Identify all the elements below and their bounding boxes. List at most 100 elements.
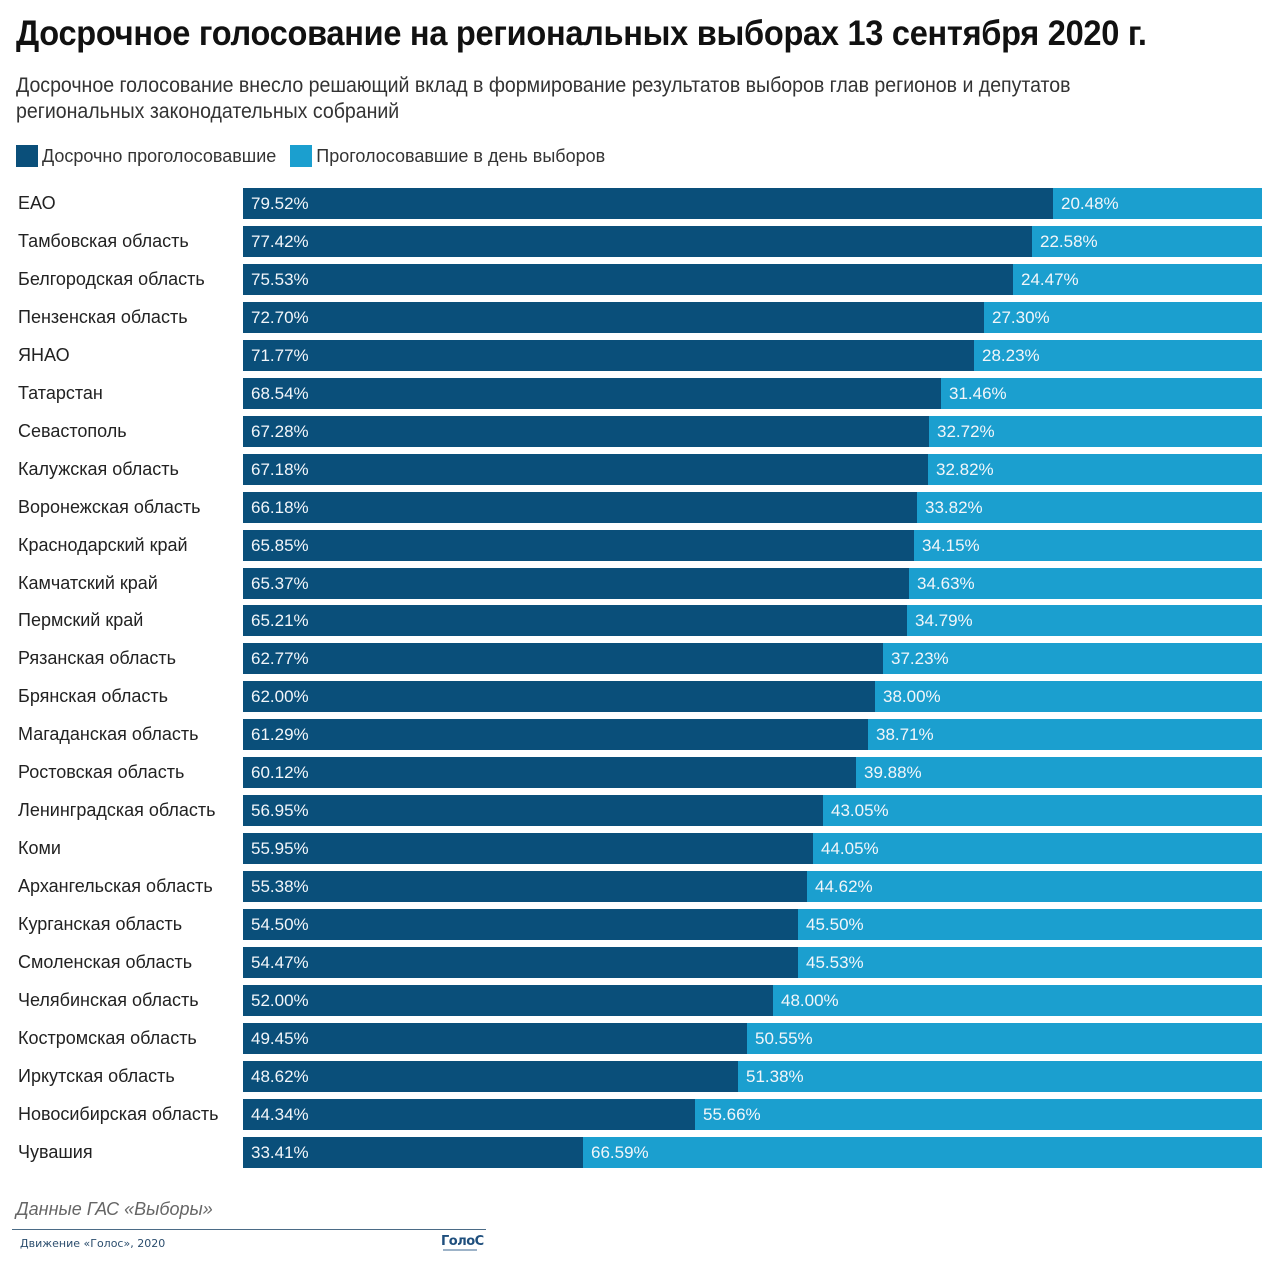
category-label: Камчатский край (18, 572, 158, 593)
data-label-election-day: 38.00% (883, 687, 941, 707)
category-label: Смоленская область (18, 952, 193, 972)
bar-early-voting (243, 871, 807, 903)
bar-early-voting (243, 757, 856, 789)
bar-early-voting (243, 1060, 738, 1092)
bar-early-voting (243, 1098, 695, 1130)
data-label-election-day: 39.88% (864, 763, 922, 783)
data-label-election-day: 45.50% (806, 915, 864, 935)
data-label-election-day: 28.23% (982, 345, 1040, 365)
category-label: ЯНАО (18, 344, 70, 365)
data-label-early: 33.41% (251, 1142, 309, 1162)
data-label-election-day: 34.15% (922, 535, 980, 555)
category-label: ЕАО (18, 193, 56, 213)
bar-early-voting (243, 643, 883, 675)
bar-early-voting (243, 188, 1053, 219)
bar-early-voting (243, 605, 907, 637)
legend-label-early: Досрочно проголосовавшие (42, 145, 277, 166)
data-label-early: 68.54% (251, 383, 309, 403)
category-label: Архангельская область (18, 876, 213, 897)
data-label-early: 62.00% (251, 687, 309, 707)
bar-election-day (738, 1060, 1262, 1092)
bar-early-voting (243, 1136, 583, 1168)
bar-election-day (823, 795, 1262, 827)
bar-early-voting (243, 947, 798, 978)
data-label-election-day: 45.53% (806, 953, 864, 972)
bar-election-day (941, 377, 1262, 409)
bar-election-day (909, 567, 1262, 599)
category-label: Брянская область (18, 686, 168, 707)
data-label-early: 61.29% (251, 725, 309, 745)
legend-item-early: Досрочно проголосовавшие (16, 145, 276, 167)
data-label-early: 71.77% (251, 345, 309, 365)
legend-swatch-election-day (290, 145, 313, 167)
data-label-election-day: 32.72% (937, 421, 995, 441)
logo-tagline-icon (443, 1249, 477, 1251)
data-label-election-day: 44.62% (815, 877, 873, 897)
data-label-early: 67.18% (251, 459, 309, 479)
legend-label-election-day: Проголосовавшие в день выборов (316, 145, 606, 166)
category-label: Иркутская область (18, 1065, 175, 1086)
data-label-early: 62.77% (251, 649, 309, 669)
bar-election-day (807, 871, 1262, 903)
bar-early-voting (243, 984, 773, 1016)
data-label-early: 67.28% (251, 421, 309, 441)
bar-election-day (813, 833, 1262, 865)
data-label-election-day: 34.79% (915, 611, 973, 631)
category-label: Ленинградская область (18, 800, 216, 821)
data-label-early: 44.34% (251, 1104, 309, 1124)
category-label: Коми (18, 838, 61, 859)
category-label: Краснодарский край (18, 534, 188, 555)
credit-text: Движение «Голос», 2020 (20, 1237, 166, 1250)
data-label-election-day: 38.71% (876, 725, 934, 745)
bar-election-day (929, 415, 1262, 447)
bar-election-day (928, 453, 1262, 485)
data-label-election-day: 37.23% (891, 649, 949, 669)
data-label-early: 65.85% (251, 535, 309, 555)
bar-early-voting (243, 795, 823, 827)
legend: Досрочно проголосовавшие Проголосовавшие… (16, 145, 619, 167)
data-label-election-day: 43.05% (831, 801, 889, 821)
data-label-election-day: 33.82% (925, 497, 983, 517)
bar-election-day (917, 491, 1262, 523)
bar-election-day (883, 643, 1262, 675)
data-label-early: 65.21% (251, 611, 309, 631)
bar-election-day (868, 719, 1262, 751)
category-label: Тамбовская область (18, 230, 189, 251)
data-label-early: 56.95% (251, 801, 309, 821)
footer-divider (12, 1229, 486, 1230)
data-label-early: 54.50% (251, 915, 309, 935)
bar-early-voting (243, 339, 974, 371)
data-label-early: 79.52% (251, 194, 309, 213)
data-label-election-day: 50.55% (755, 1028, 813, 1048)
category-label: Костромская область (18, 1027, 197, 1048)
bar-early-voting (243, 263, 1013, 295)
category-label: Магаданская область (18, 724, 199, 745)
data-label-early: 65.37% (251, 573, 309, 593)
chart-subtitle: Досрочное голосование внесло решающий вк… (16, 74, 1071, 123)
data-label-election-day: 32.82% (936, 459, 994, 479)
data-label-election-day: 27.30% (992, 307, 1050, 327)
data-label-early: 72.70% (251, 307, 309, 327)
data-label-early: 75.53% (251, 269, 309, 289)
data-label-early: 54.47% (251, 953, 309, 972)
bar-election-day (583, 1136, 1262, 1168)
bar-election-day (695, 1098, 1262, 1130)
data-source: Данные ГАС «Выборы» (16, 1199, 213, 1219)
bar-election-day (856, 757, 1262, 789)
data-label-early: 66.18% (251, 497, 309, 517)
bar-election-day (907, 605, 1262, 637)
bar-election-day (1053, 188, 1262, 219)
data-label-election-day: 48.00% (781, 990, 839, 1010)
bar-election-day (875, 681, 1262, 713)
category-label: Курганская область (18, 914, 183, 935)
category-label: Чувашия (18, 1141, 93, 1162)
data-label-election-day: 20.48% (1061, 194, 1119, 213)
bar-early-voting (243, 225, 1032, 257)
data-label-early: 52.00% (251, 990, 309, 1010)
bar-early-voting (243, 377, 941, 409)
bar-election-day (914, 529, 1262, 561)
bar-early-voting (243, 529, 914, 561)
bar-early-voting (243, 301, 984, 333)
bar-early-voting (243, 681, 875, 713)
